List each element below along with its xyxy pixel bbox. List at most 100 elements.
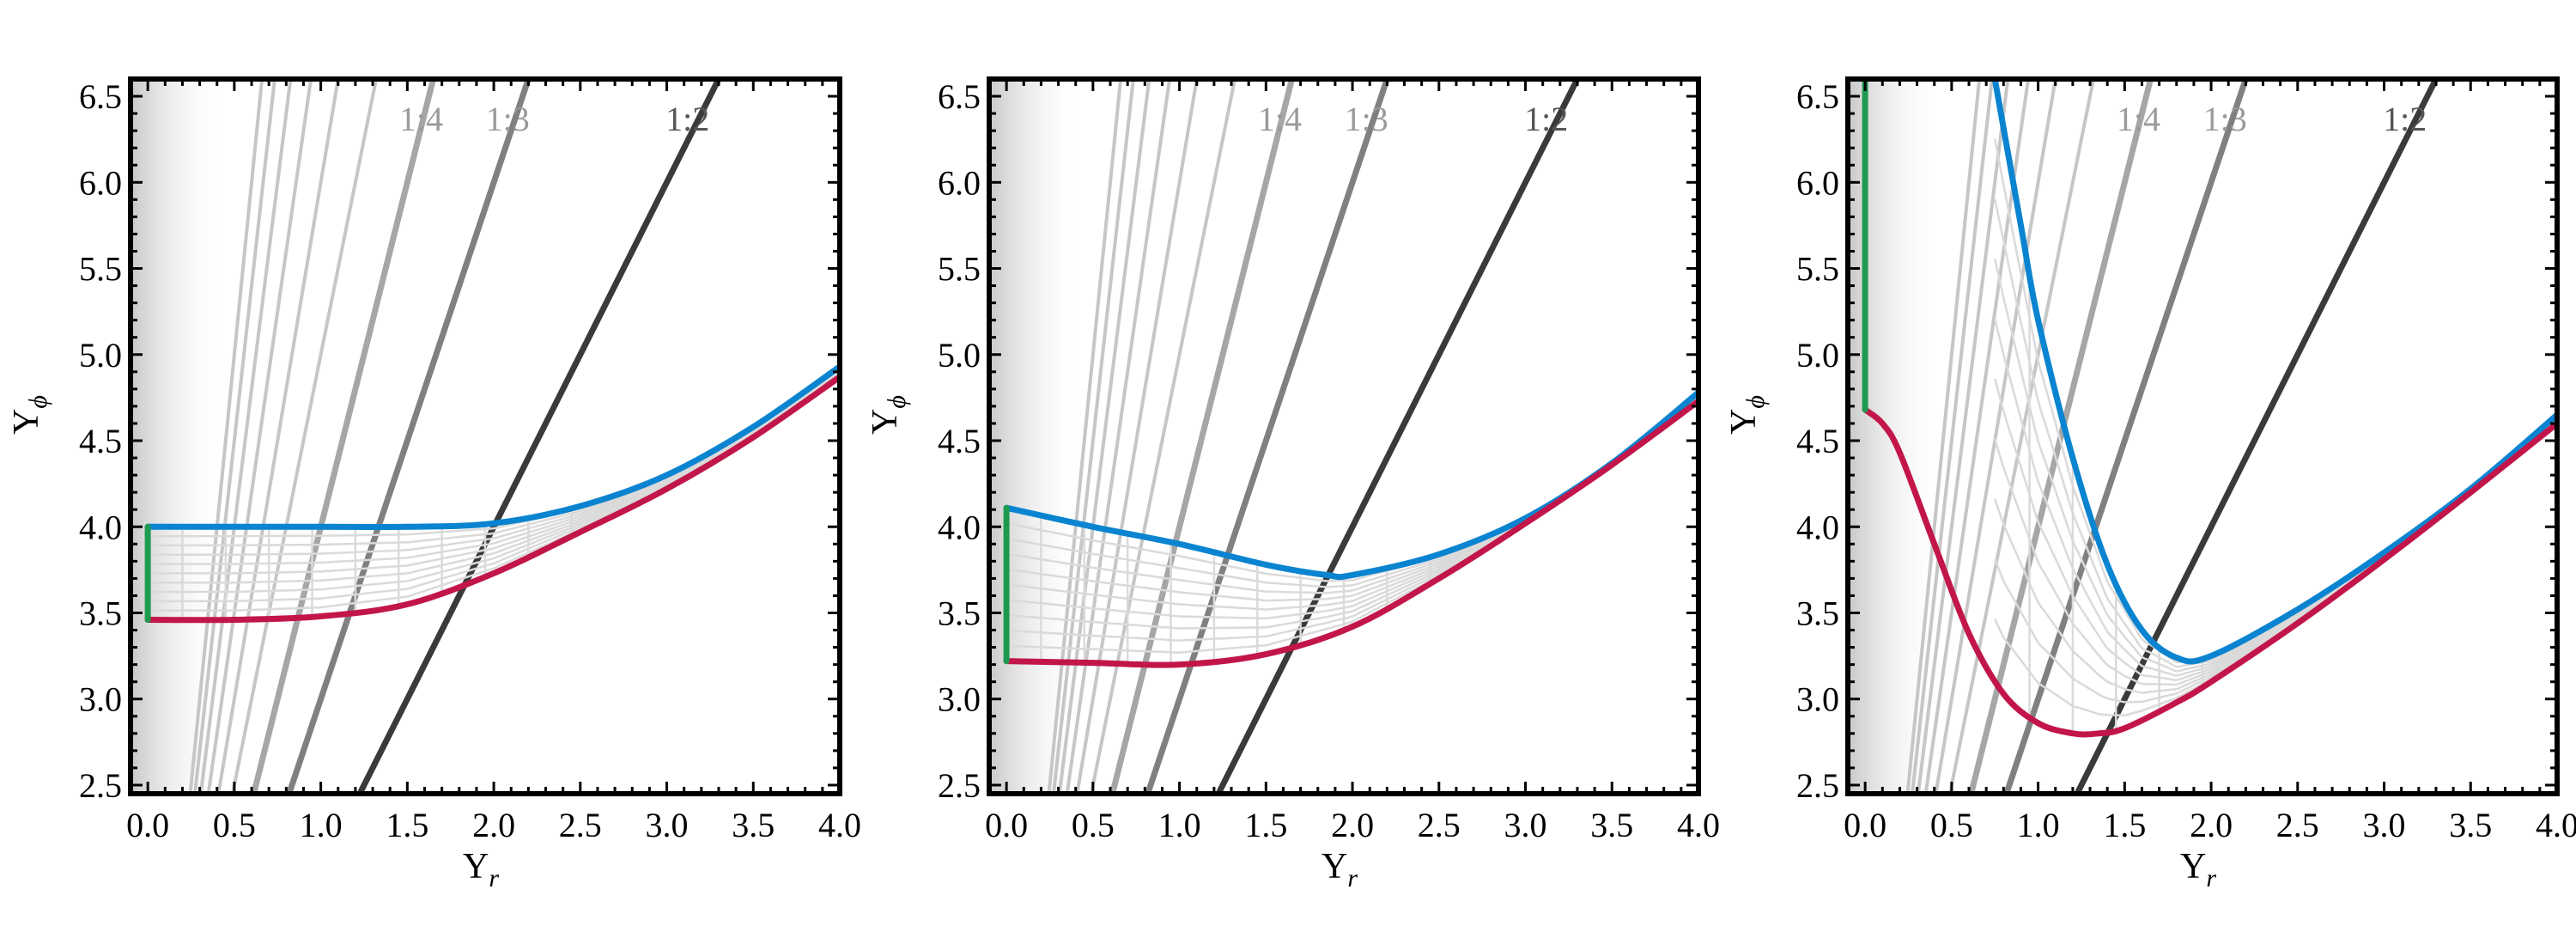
x-tick-label: 3.5 <box>1590 806 1633 844</box>
resonance-line-1-3 <box>285 79 532 794</box>
x-tick-label: 0.0 <box>126 806 169 844</box>
x-tick-label: 3.0 <box>1504 806 1547 844</box>
x-tick-label: 3.0 <box>646 806 689 844</box>
y-tick-label: 3.0 <box>79 680 122 719</box>
lower-boundary-curve <box>1003 398 1698 668</box>
y-tick-label: 5.0 <box>79 336 122 375</box>
y-tick-label: 6.0 <box>1796 163 1839 202</box>
x-axis-label-3: Υr <box>2180 847 2216 892</box>
x-tick-label: 0.5 <box>1930 806 1973 844</box>
resonance-line-1-9 <box>192 79 276 794</box>
resonance-line-1-3 <box>2002 79 2250 794</box>
y-tick-label: 4.0 <box>79 508 122 546</box>
resonance-line-1-3 <box>1144 79 1391 794</box>
plot-area-1: 1:4 1:3 1:2 0.0 0.5 1.0 1.5 2.0 2.5 3.0 3.5 4.0 2.5 3… <box>79 76 861 844</box>
x-tick-label: 1.0 <box>2017 806 2060 844</box>
plot-area-3: 1:4 1:3 1:2 0.0 0.5 1.0 1.5 2.0 2.5 3.0 3.5 4.0 2.5 3… <box>1796 76 2576 844</box>
x-axis-label-2: Υr <box>1321 847 1358 892</box>
resonance-line-1-10 <box>1047 79 1123 794</box>
y-tick-label: 3.0 <box>938 680 981 719</box>
y-tick-label: 3.0 <box>1796 680 1839 719</box>
x-tick-label: 1.0 <box>300 806 343 844</box>
y-tick-label: 5.5 <box>938 250 981 289</box>
x-tick-label: 1.5 <box>1244 806 1287 844</box>
x-tick-label: 1.5 <box>2103 806 2146 844</box>
resonance-line-1-6 <box>1075 79 1199 794</box>
y-tick-label: 5.5 <box>79 250 122 289</box>
y-tick-label: 2.5 <box>79 766 122 805</box>
x-tick-label: 2.5 <box>1418 806 1461 844</box>
x-tick-label: 1.5 <box>386 806 428 844</box>
lower-boundary-curve <box>1862 406 2557 738</box>
resonance-line-1-2 <box>1215 79 1581 794</box>
resonance-line-1-4 <box>1109 79 1296 794</box>
plot-content-2 <box>989 79 1698 794</box>
resonance-line-1-7 <box>1065 79 1172 794</box>
y-tick-label: 6.0 <box>79 163 122 202</box>
resonance-line-1-6 <box>216 79 340 794</box>
lower-boundary-curve <box>144 374 840 624</box>
resonance-label: 1:3 <box>2203 100 2247 138</box>
resonance-label: 1:2 <box>665 100 709 138</box>
resonance-line-1-4 <box>250 79 437 794</box>
plot-content-1 <box>131 79 840 794</box>
plot-frame <box>128 76 842 796</box>
y-tick-label: 6.5 <box>1796 77 1839 116</box>
mesh-line <box>1993 198 2557 668</box>
resonance-label: 1:4 <box>2117 100 2160 138</box>
x-tick-label: 1.0 <box>1158 806 1201 844</box>
y-tick-label: 4.5 <box>1796 422 1839 460</box>
resonance-line-1-8 <box>1916 79 2010 794</box>
y-tick-label: 6.5 <box>938 77 981 116</box>
upper-boundary-curve <box>144 363 840 531</box>
resonance-line-1-9 <box>1910 79 1994 794</box>
mesh-line <box>148 371 840 584</box>
x-axis-label-1: Υr <box>463 847 499 892</box>
x-tick-label: 2.0 <box>472 806 515 844</box>
y-tick-label: 3.5 <box>79 594 122 632</box>
y-tick-label: 3.5 <box>1796 594 1839 632</box>
plot-area-2: 1:4 1:3 1:2 0.0 0.5 1.0 1.5 2.0 2.5 3.0 3.5 4.0 2.5 3… <box>938 76 1720 844</box>
x-tick-label: 4.0 <box>1677 806 1720 844</box>
resonance-label: 1:2 <box>1524 100 1568 138</box>
plot-frame <box>987 76 1701 796</box>
resonance-line-1-9 <box>1051 79 1135 794</box>
panel-3: Υϕ Υr <box>1724 395 2216 892</box>
x-tick-label: 4.0 <box>818 806 861 844</box>
resonance-label: 1:2 <box>2383 100 2427 138</box>
plot-content-3 <box>1848 79 2557 794</box>
resonance-label: 1:3 <box>486 100 530 138</box>
ticks <box>989 79 1700 794</box>
mesh-line <box>1994 421 2557 704</box>
resonance-line-1-8 <box>1057 79 1151 794</box>
plot-frame <box>1845 76 2560 796</box>
y-tick-label: 6.0 <box>938 163 981 202</box>
ticks <box>1848 79 2559 794</box>
x-tick-label: 2.5 <box>2276 806 2319 844</box>
x-tick-label: 2.0 <box>1331 806 1374 844</box>
x-tick-label: 2.5 <box>559 806 602 844</box>
ticks <box>131 79 841 794</box>
y-axis-label-2: Υϕ <box>866 395 911 435</box>
x-tick-label: 0.5 <box>213 806 256 844</box>
y-axis-label-1: Υϕ <box>7 395 52 435</box>
mesh-line <box>1993 259 2557 673</box>
y-tick-label: 4.0 <box>1796 508 1839 546</box>
resonance-label: 1:4 <box>399 100 443 138</box>
x-tick-label: 3.5 <box>2449 806 2492 844</box>
x-tick-label: 0.5 <box>1072 806 1115 844</box>
resonance-line-1-5 <box>230 79 379 794</box>
resonance-line-1-7 <box>206 79 313 794</box>
x-tick-label: 0.0 <box>1844 806 1886 844</box>
resonance-line-1-6 <box>1934 79 2057 794</box>
resonance-line-1-10 <box>188 79 264 794</box>
panel-1: Υϕ Υr <box>7 395 499 892</box>
x-tick-label: 3.5 <box>732 806 775 844</box>
y-tick-label: 2.5 <box>1796 766 1839 805</box>
upper-boundary-curve <box>1991 79 2557 665</box>
y-tick-label: 5.5 <box>1796 250 1839 289</box>
resonance-line-1-2 <box>2074 79 2439 794</box>
x-tick-label: 0.0 <box>985 806 1028 844</box>
resonance-line-1-5 <box>1089 79 1237 794</box>
